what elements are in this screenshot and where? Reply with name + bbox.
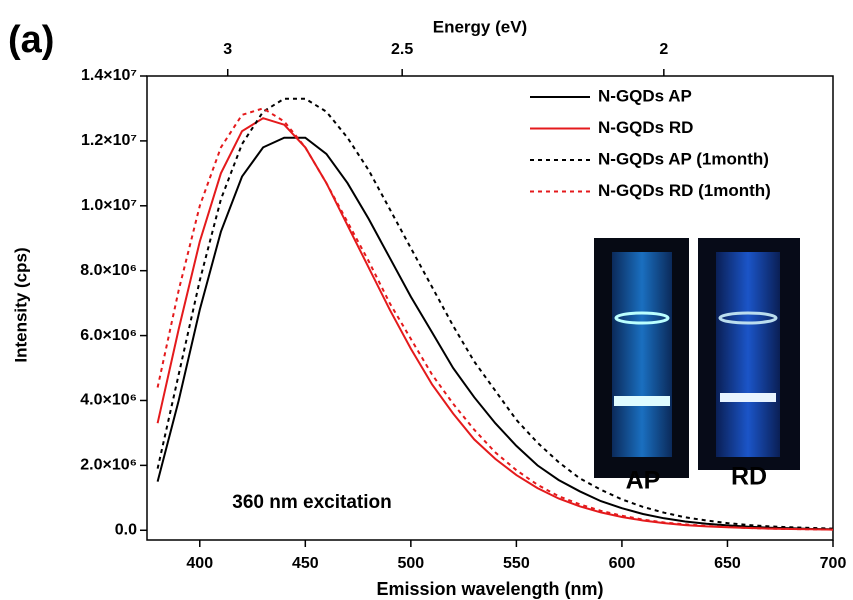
- plot-frame: [146, 75, 834, 541]
- y-tick-label: 0.0: [115, 521, 137, 538]
- series-line: [156, 107, 834, 531]
- x-axis-title: Emission wavelength (nm): [376, 579, 603, 599]
- inset-photo: [594, 238, 800, 478]
- beam: [614, 396, 670, 406]
- cuvette: [612, 252, 672, 457]
- y-tick-label: 4.0×10⁶: [80, 392, 137, 409]
- y-tick-label: 1.4×10⁷: [81, 67, 137, 84]
- y-tick-label: 8.0×10⁶: [80, 262, 137, 279]
- inset-label: AP: [626, 467, 661, 495]
- y-axis-title: Intensity (cps): [11, 247, 30, 362]
- legend-label: N-GQDs RD (1month): [598, 181, 771, 200]
- meniscus: [718, 311, 778, 325]
- x-tick-label: 600: [609, 555, 636, 572]
- x-tick-label: 400: [186, 555, 213, 572]
- x2-tick-label: 2.5: [391, 41, 413, 58]
- x2-tick-label: 2: [659, 41, 668, 58]
- x-tick-label: 700: [820, 555, 847, 572]
- series-line: [156, 136, 834, 531]
- beam: [720, 393, 776, 402]
- inset-label: RD: [731, 463, 767, 491]
- annotation: 360 nm excitation: [232, 492, 391, 513]
- x2-tick-label: 3: [223, 41, 232, 58]
- legend-label: N-GQDs RD: [598, 118, 693, 137]
- panel-label: (a): [8, 19, 54, 61]
- legend-label: N-GQDs AP (1month): [598, 149, 769, 168]
- meniscus: [614, 311, 670, 325]
- x-tick-label: 450: [292, 555, 319, 572]
- x-tick-label: 650: [714, 555, 741, 572]
- series-line: [156, 97, 834, 530]
- y-tick-label: 1.2×10⁷: [81, 132, 137, 149]
- x2-axis-title: Energy (eV): [433, 17, 527, 36]
- y-tick-label: 6.0×10⁶: [80, 327, 137, 344]
- y-tick-label: 1.0×10⁷: [81, 197, 137, 214]
- legend-label: N-GQDs AP: [598, 86, 692, 105]
- y-tick-label: 2.0×10⁶: [80, 457, 137, 474]
- x-tick-label: 500: [397, 555, 424, 572]
- x-tick-label: 550: [503, 555, 530, 572]
- cuvette: [716, 252, 780, 457]
